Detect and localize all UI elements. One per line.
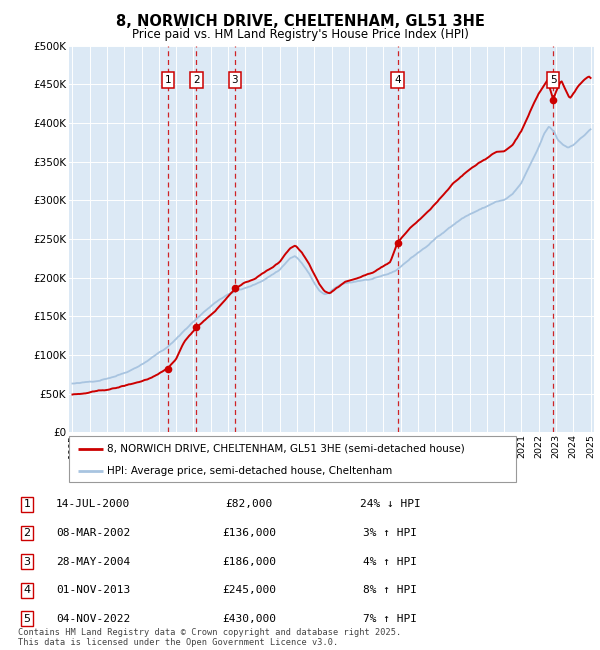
Text: HPI: Average price, semi-detached house, Cheltenham: HPI: Average price, semi-detached house,… — [107, 466, 392, 476]
Text: £186,000: £186,000 — [222, 556, 276, 567]
Text: 5: 5 — [23, 614, 31, 624]
Text: £430,000: £430,000 — [222, 614, 276, 624]
Text: 8, NORWICH DRIVE, CHELTENHAM, GL51 3HE (semi-detached house): 8, NORWICH DRIVE, CHELTENHAM, GL51 3HE (… — [107, 443, 465, 454]
Text: 8, NORWICH DRIVE, CHELTENHAM, GL51 3HE: 8, NORWICH DRIVE, CHELTENHAM, GL51 3HE — [116, 14, 484, 29]
Text: 3: 3 — [23, 556, 31, 567]
Text: 2: 2 — [23, 528, 31, 538]
Text: 4: 4 — [23, 585, 31, 595]
Text: 04-NOV-2022: 04-NOV-2022 — [56, 614, 130, 624]
Text: 5: 5 — [550, 75, 557, 85]
Text: 28-MAY-2004: 28-MAY-2004 — [56, 556, 130, 567]
Text: 3: 3 — [232, 75, 238, 85]
Text: 3% ↑ HPI: 3% ↑ HPI — [363, 528, 417, 538]
Text: Contains HM Land Registry data © Crown copyright and database right 2025.
This d: Contains HM Land Registry data © Crown c… — [18, 628, 401, 647]
Text: 01-NOV-2013: 01-NOV-2013 — [56, 585, 130, 595]
Text: Price paid vs. HM Land Registry's House Price Index (HPI): Price paid vs. HM Land Registry's House … — [131, 28, 469, 41]
Text: £136,000: £136,000 — [222, 528, 276, 538]
Text: 08-MAR-2002: 08-MAR-2002 — [56, 528, 130, 538]
Text: 4: 4 — [394, 75, 401, 85]
Text: 1: 1 — [165, 75, 172, 85]
Text: 2: 2 — [193, 75, 200, 85]
Text: 14-JUL-2000: 14-JUL-2000 — [56, 499, 130, 510]
Text: 8% ↑ HPI: 8% ↑ HPI — [363, 585, 417, 595]
Text: 1: 1 — [23, 499, 31, 510]
Text: 7% ↑ HPI: 7% ↑ HPI — [363, 614, 417, 624]
Text: £245,000: £245,000 — [222, 585, 276, 595]
Text: 4% ↑ HPI: 4% ↑ HPI — [363, 556, 417, 567]
Text: 24% ↓ HPI: 24% ↓ HPI — [359, 499, 421, 510]
FancyBboxPatch shape — [69, 436, 516, 482]
Text: £82,000: £82,000 — [226, 499, 272, 510]
